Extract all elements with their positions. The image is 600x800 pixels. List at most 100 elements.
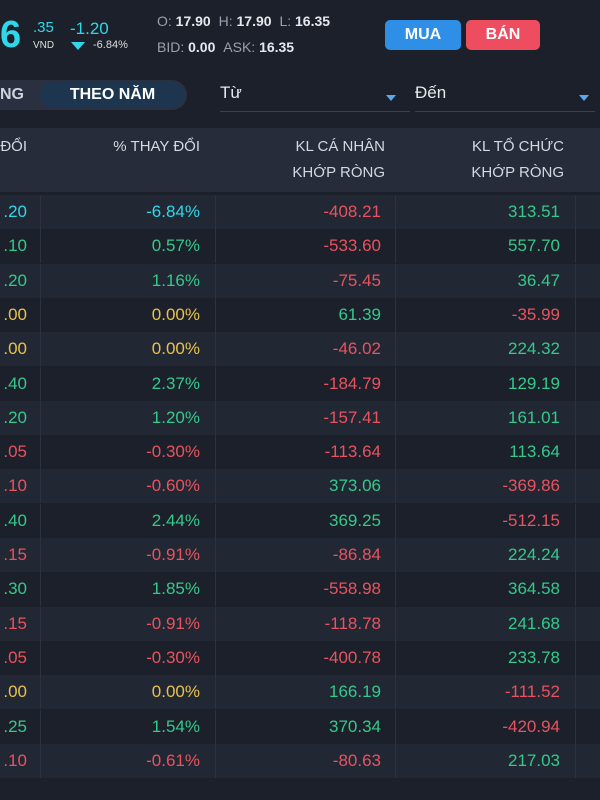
price-decimal: .35	[33, 19, 54, 36]
cell: -46.02	[332, 339, 381, 359]
cell: 1.20%	[151, 407, 200, 427]
column-separator	[40, 332, 41, 367]
cell: 373.06	[329, 476, 381, 496]
cell: 1.54%	[151, 716, 200, 736]
table-row: .15 -0.91% -118.78 241.68	[0, 606, 600, 641]
caret	[579, 95, 589, 101]
column-separator	[395, 229, 396, 264]
table-row: .20 1.20% -157.41 161.01	[0, 400, 600, 435]
cell: 369.25	[329, 510, 381, 530]
value: 0.00	[188, 39, 216, 55]
column-header: KL CÁ NHÂN	[295, 138, 385, 155]
label: ASK:	[223, 39, 256, 55]
buy-button[interactable]: MUA	[385, 20, 461, 50]
column-separator	[575, 572, 576, 607]
column-separator	[215, 400, 216, 435]
column-separator	[575, 400, 576, 435]
column-separator	[215, 606, 216, 641]
column-separator	[395, 195, 396, 229]
cell: 2.44%	[151, 510, 200, 530]
cell: 1.16%	[151, 270, 200, 290]
cell: -400.78	[323, 647, 381, 667]
label: Từ	[220, 83, 242, 102]
column-separator	[40, 229, 41, 264]
column-separator	[575, 332, 576, 367]
column-separator	[575, 469, 576, 504]
column-separator	[215, 195, 216, 229]
column-separator	[215, 743, 216, 778]
column-separator	[215, 469, 216, 504]
cell: 0.00%	[151, 682, 200, 702]
table-row: .05 -0.30% -113.64 113.64	[0, 435, 600, 470]
table-row: .30 1.85% -558.98 364.58	[0, 572, 600, 607]
price: 6	[0, 14, 22, 56]
cell: -0.60%	[146, 476, 200, 496]
cell: -558.98	[323, 579, 381, 599]
tab-active[interactable]: THEO NĂM	[40, 82, 185, 108]
column-separator	[215, 229, 216, 264]
column-separator	[40, 640, 41, 675]
column-separator	[395, 503, 396, 538]
cell: .40	[3, 510, 27, 530]
column-separator	[215, 572, 216, 607]
cell: 370.34	[329, 716, 381, 736]
sell-button[interactable]: BÁN	[466, 20, 540, 50]
cell: 557.70	[508, 236, 560, 256]
cell: .20	[3, 270, 27, 290]
cell: 129.19	[508, 373, 560, 393]
cell: .20	[3, 407, 27, 427]
column-separator	[215, 709, 216, 744]
table-header: ĐỔI % THAY ĐỔI KL CÁ NHÂN KHỚP RÒNG KL TỔ CH…	[0, 128, 600, 192]
quote-bar: 6 .35 VND -1.20 -6.84% O: 17.90 H: 17.90…	[0, 0, 600, 70]
cell: -6.84%	[146, 202, 200, 221]
label: L:	[279, 13, 292, 29]
cell: 0.57%	[151, 236, 200, 256]
column-separator	[215, 640, 216, 675]
column-separator	[40, 366, 41, 401]
column-separator	[215, 263, 216, 298]
table-row: .00 0.00% 61.39 -35.99	[0, 297, 600, 332]
tab[interactable]: NG	[0, 86, 24, 103]
cell: .05	[3, 442, 27, 462]
label: Đến	[415, 83, 447, 102]
cell: -118.78	[324, 613, 381, 633]
cell: .10	[3, 236, 27, 256]
column-separator	[575, 229, 576, 264]
cell: -0.30%	[146, 442, 200, 462]
column-separator	[40, 675, 41, 710]
table-row: .00 0.00% -46.02 224.32	[0, 332, 600, 367]
table-row: .40 2.44% 369.25 -512.15	[0, 503, 600, 538]
to-select[interactable]: Đến	[415, 83, 595, 112]
column-separator	[40, 503, 41, 538]
column-header: KHỚP RÒNG	[292, 164, 385, 181]
table-row: .40 2.37% -184.79 129.19	[0, 366, 600, 401]
cell: .10	[3, 476, 27, 496]
column-separator	[395, 606, 396, 641]
column-separator	[215, 366, 216, 401]
column-separator	[395, 332, 396, 367]
change-pct: -6.84%	[93, 39, 128, 51]
cell: 224.32	[508, 339, 560, 359]
table-body: .20 -6.84% -408.21 313.51 .10 0.57% -533.60 557…	[0, 195, 600, 800]
cell: -111.52	[504, 682, 560, 702]
column-separator	[215, 297, 216, 332]
cell: 217.03	[508, 750, 560, 770]
cell: .00	[3, 339, 27, 359]
from-select[interactable]: Từ	[220, 83, 410, 112]
cell: -184.79	[323, 373, 381, 393]
column-separator	[395, 675, 396, 710]
table-row: .05 -0.30% -400.78 233.78	[0, 640, 600, 675]
cell: -512.15	[502, 510, 560, 530]
cell: .00	[3, 304, 27, 324]
column-separator	[575, 709, 576, 744]
cell: -533.60	[323, 236, 381, 256]
cell: .20	[3, 202, 27, 221]
cell: -0.91%	[146, 613, 200, 633]
column-separator	[40, 263, 41, 298]
cell: 161.01	[508, 407, 560, 427]
cell: 364.58	[508, 579, 560, 599]
column-separator	[40, 435, 41, 470]
cell: .05	[3, 647, 27, 667]
cell: 0.00%	[151, 304, 200, 324]
cell: -157.41	[323, 407, 381, 427]
